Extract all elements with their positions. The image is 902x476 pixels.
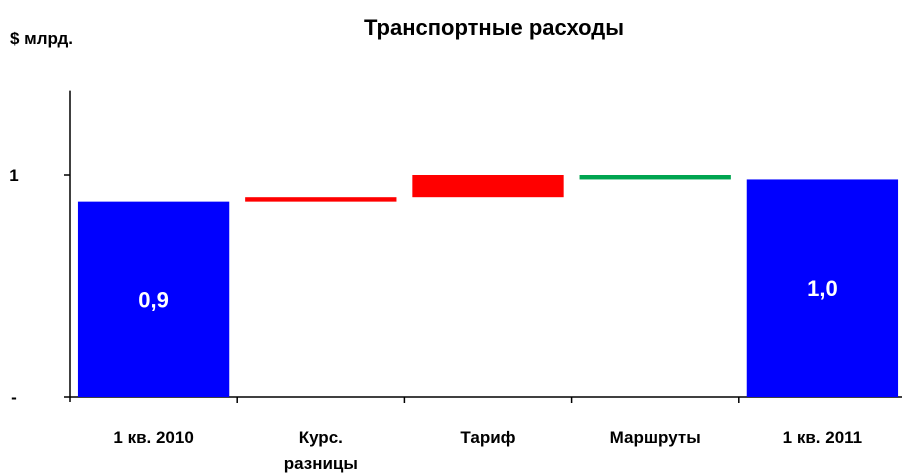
data-label: 1,0 (807, 276, 838, 301)
category-label: Курс. (299, 428, 343, 447)
y-tick-label: - (11, 388, 17, 407)
chart-labels: - 1 0,9 1,0 1 кв. 2010 Курс. разницы Тариф Маршр… (9, 166, 862, 473)
chart-marks (77, 175, 899, 397)
delta-bar (412, 175, 564, 198)
chart-title: Транспортные расходы (364, 15, 624, 40)
category-label: Маршруты (610, 428, 701, 447)
unit-label: $ млрд. (10, 29, 73, 48)
data-label: 0,9 (138, 287, 169, 312)
category-label: 1 кв. 2010 (113, 428, 193, 447)
category-label: 1 кв. 2011 (783, 428, 862, 447)
category-label: разницы (284, 454, 358, 473)
total-bar (746, 179, 899, 397)
y-tick-label: 1 (9, 166, 18, 185)
delta-bar (245, 197, 397, 202)
delta-bar (579, 175, 731, 180)
category-label: Тариф (460, 428, 515, 447)
total-bar (77, 201, 230, 397)
